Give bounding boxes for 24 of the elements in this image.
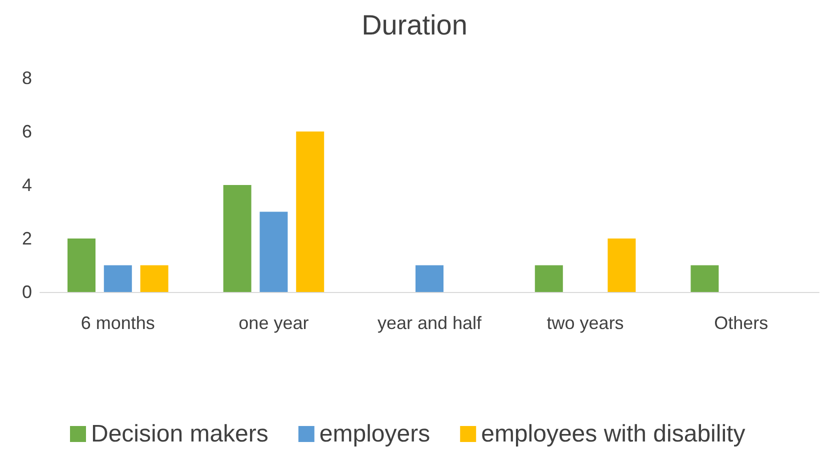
bar: [416, 265, 444, 292]
bar: [608, 238, 636, 292]
bar: [104, 265, 132, 292]
bar: [296, 132, 324, 292]
y-tick-label: 0: [22, 282, 32, 302]
bar: [140, 265, 168, 292]
x-tick-label: year and half: [377, 313, 483, 333]
y-tick-label: 8: [22, 68, 32, 88]
bar: [534, 265, 563, 292]
legend-label: employees with disability: [481, 420, 746, 448]
bar: [690, 265, 719, 292]
bar: [68, 238, 96, 292]
x-tick-label: 6 months: [80, 313, 155, 333]
legend-label: Decision makers: [91, 420, 268, 448]
y-tick-label: 2: [22, 228, 32, 248]
bar: [223, 185, 252, 292]
legend-label: employers: [319, 420, 430, 448]
y-tick-label: 6: [22, 122, 32, 142]
y-tick-label: 4: [22, 175, 32, 195]
x-tick-label: two years: [546, 313, 624, 333]
bar: [260, 212, 288, 292]
x-tick-label: one year: [238, 313, 309, 333]
chart-title: Duration: [362, 10, 468, 40]
x-tick-label: Others: [714, 313, 768, 333]
